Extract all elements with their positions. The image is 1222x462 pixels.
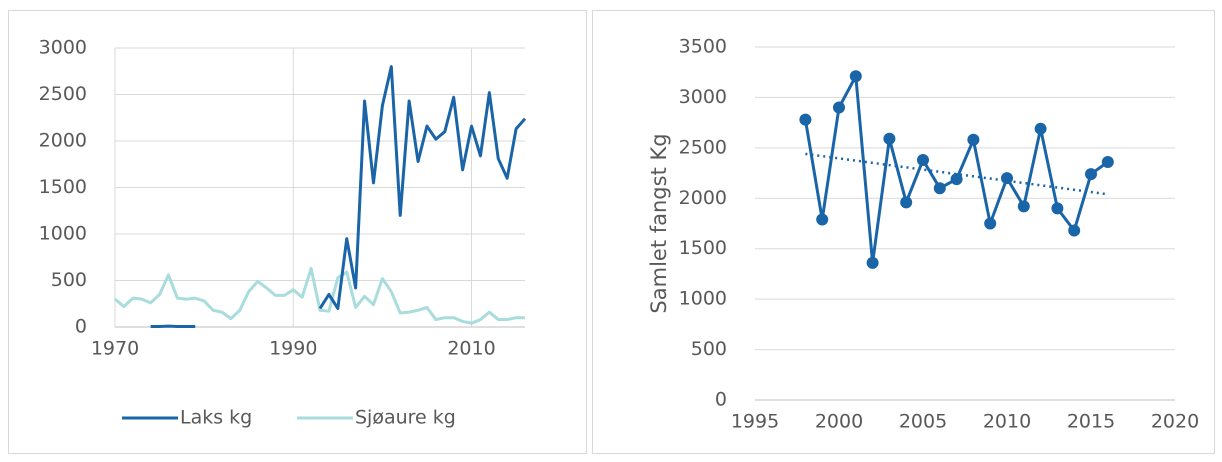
x-tick-label: 1995 bbox=[731, 411, 779, 433]
point bbox=[1051, 202, 1064, 215]
x-tick-label: 2010 bbox=[447, 338, 495, 360]
point bbox=[950, 173, 963, 186]
x-tick-label: 1990 bbox=[269, 338, 317, 360]
point bbox=[833, 101, 845, 114]
series-line bbox=[150, 65, 527, 329]
point bbox=[866, 256, 879, 269]
point bbox=[1068, 224, 1081, 237]
point bbox=[883, 132, 896, 145]
legend-label: Sjøaure kg bbox=[355, 407, 456, 429]
y-tick-label: 0 bbox=[715, 389, 727, 411]
y-axis-label: Samlet fangst Kg bbox=[647, 133, 671, 313]
x-tick-label: 2015 bbox=[1067, 411, 1115, 433]
y-tick-label: 1500 bbox=[39, 176, 87, 198]
point bbox=[1017, 200, 1030, 213]
series-line bbox=[803, 74, 1109, 265]
y-tick-label: 3000 bbox=[679, 86, 727, 108]
x-tick-label: 2010 bbox=[983, 411, 1031, 433]
legend-label: Laks kg bbox=[180, 407, 252, 429]
y-tick-label: 0 bbox=[75, 316, 87, 338]
x-tick-label: 2005 bbox=[899, 411, 947, 433]
y-tick-label: 500 bbox=[51, 269, 87, 291]
y-tick-label: 3500 bbox=[679, 36, 727, 58]
y-tick-label: 1000 bbox=[39, 223, 87, 245]
point bbox=[849, 70, 862, 83]
point bbox=[1001, 172, 1013, 185]
y-tick-label: 2000 bbox=[679, 187, 727, 209]
point bbox=[1101, 155, 1114, 168]
x-tick-label: 2020 bbox=[1151, 411, 1199, 433]
point bbox=[900, 196, 913, 209]
point bbox=[917, 153, 929, 166]
point bbox=[816, 213, 829, 226]
point bbox=[1085, 168, 1097, 181]
y-tick-label: 1000 bbox=[679, 288, 727, 310]
point bbox=[967, 133, 980, 146]
panel-right bbox=[592, 10, 1215, 454]
y-tick-label: 2500 bbox=[39, 83, 87, 105]
series-line bbox=[114, 266, 525, 325]
point bbox=[984, 217, 997, 230]
y-tick-label: 2500 bbox=[679, 136, 727, 158]
point bbox=[1034, 122, 1047, 135]
point bbox=[933, 182, 946, 195]
y-tick-label: 2000 bbox=[39, 130, 87, 152]
y-tick-label: 3000 bbox=[39, 37, 87, 59]
y-tick-label: 500 bbox=[691, 338, 727, 360]
x-tick-label: 2000 bbox=[815, 411, 863, 433]
panel-left bbox=[8, 10, 587, 454]
point bbox=[799, 113, 812, 126]
y-tick-label: 1500 bbox=[679, 237, 727, 259]
x-tick-label: 1970 bbox=[91, 338, 139, 360]
